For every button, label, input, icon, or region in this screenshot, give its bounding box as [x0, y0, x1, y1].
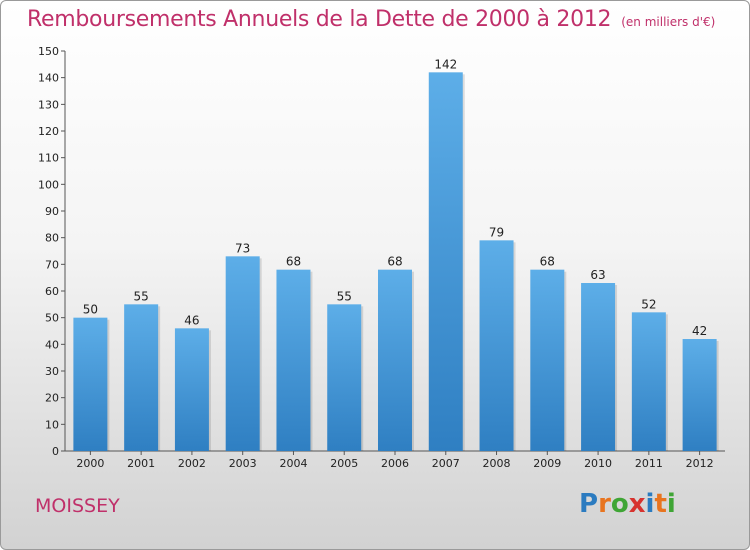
bar: [124, 304, 159, 451]
logo-letter: x: [628, 489, 646, 519]
proxiti-logo: Proxiti: [579, 489, 676, 519]
bar: [428, 72, 463, 451]
x-tick-label: 2012: [686, 457, 714, 470]
x-tick-label: 2004: [279, 457, 307, 470]
y-tick-label: 40: [45, 338, 59, 351]
bar-value-label: 52: [641, 297, 656, 311]
bar-value-label: 55: [337, 289, 352, 303]
logo-letter: t: [654, 489, 667, 519]
x-tick-label: 2001: [127, 457, 155, 470]
x-tick-label: 2005: [330, 457, 358, 470]
y-tick-label: 20: [45, 392, 59, 405]
x-tick-label: 2000: [76, 457, 104, 470]
logo-letter: P: [579, 489, 599, 519]
y-tick-label: 130: [38, 98, 59, 111]
bar-value-label: 55: [134, 289, 149, 303]
x-tick-label: 2007: [432, 457, 460, 470]
bar-value-label: 63: [590, 268, 605, 282]
y-tick-label: 150: [38, 45, 59, 58]
y-tick-label: 0: [52, 445, 59, 458]
commune-name: MOISSEY: [35, 495, 120, 517]
title-unit: (en milliers d'€): [621, 15, 716, 29]
bar: [327, 304, 362, 451]
y-tick-label: 100: [38, 178, 59, 191]
bar-value-label: 68: [387, 255, 402, 269]
x-tick-label: 2003: [229, 457, 257, 470]
y-tick-label: 110: [38, 152, 59, 165]
title-main: Remboursements Annuels de la Dette de 20…: [27, 7, 612, 32]
logo-letter: i: [666, 489, 676, 519]
bar: [174, 328, 209, 451]
y-tick-label: 10: [45, 418, 59, 431]
bar-value-label: 42: [692, 324, 707, 338]
chart-title: Remboursements Annuels de la Dette de 20…: [27, 7, 715, 32]
y-tick-label: 70: [45, 258, 59, 271]
bar-value-label: 68: [286, 255, 301, 269]
y-tick-label: 30: [45, 365, 59, 378]
bar: [225, 256, 260, 451]
x-tick-label: 2011: [635, 457, 663, 470]
x-tick-label: 2008: [483, 457, 511, 470]
y-tick-label: 120: [38, 125, 59, 138]
y-tick-label: 140: [38, 72, 59, 85]
x-tick-label: 2006: [381, 457, 409, 470]
y-tick-label: 90: [45, 205, 59, 218]
bar: [276, 269, 311, 451]
x-tick-label: 2010: [584, 457, 612, 470]
bar-value-label: 142: [434, 57, 457, 71]
y-tick-label: 50: [45, 312, 59, 325]
logo-letter: r: [598, 489, 611, 519]
logo-letter: i: [645, 489, 655, 519]
y-tick-label: 60: [45, 285, 59, 298]
bar: [73, 317, 108, 451]
x-tick-label: 2009: [533, 457, 561, 470]
bar-value-label: 50: [83, 303, 98, 317]
bar: [631, 312, 666, 451]
bar-value-label: 68: [540, 255, 555, 269]
bar: [682, 339, 717, 451]
x-tick-label: 2002: [178, 457, 206, 470]
y-tick-label: 80: [45, 232, 59, 245]
bar: [378, 269, 412, 451]
bar: [479, 240, 514, 451]
bar-value-label: 73: [235, 241, 250, 255]
bar: [581, 283, 616, 451]
bar-value-label: 79: [489, 225, 504, 239]
logo-letter: o: [610, 489, 629, 519]
bar: [530, 269, 565, 451]
bar-value-label: 46: [184, 313, 199, 327]
